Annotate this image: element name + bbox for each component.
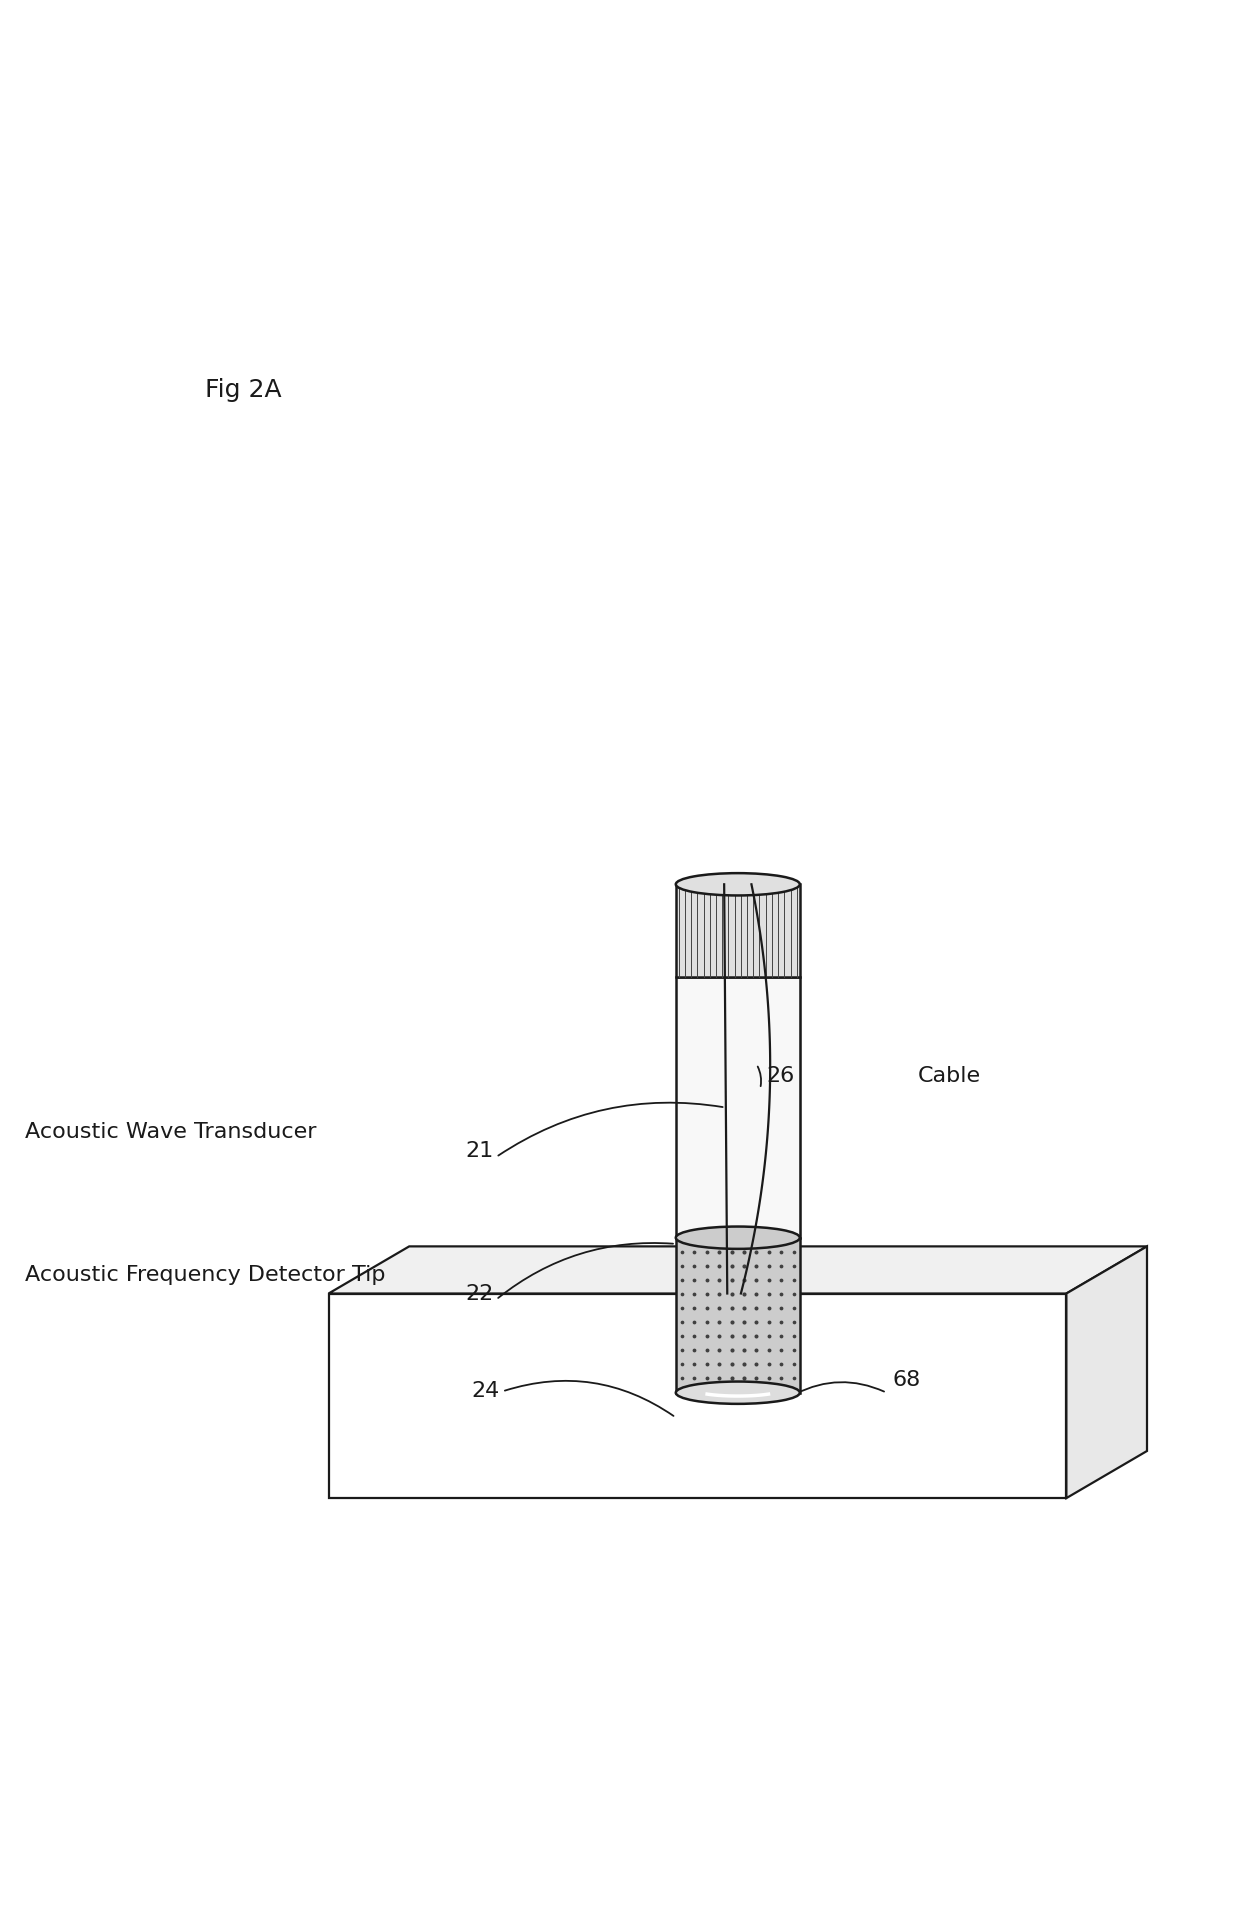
Bar — [676, 884, 800, 977]
Polygon shape — [1066, 1246, 1147, 1497]
Text: Fig 2A: Fig 2A — [205, 379, 281, 402]
Text: 24: 24 — [471, 1381, 500, 1402]
Ellipse shape — [676, 1227, 800, 1250]
Text: Cable: Cable — [918, 1067, 981, 1086]
Bar — [676, 1238, 800, 1393]
Text: 22: 22 — [465, 1284, 494, 1303]
Text: 26: 26 — [766, 1067, 795, 1086]
Text: 21: 21 — [465, 1141, 494, 1160]
Ellipse shape — [676, 1381, 800, 1404]
Text: Acoustic Frequency Detector Tip: Acoustic Frequency Detector Tip — [25, 1265, 386, 1284]
Text: Acoustic Wave Transducer: Acoustic Wave Transducer — [25, 1122, 316, 1143]
Polygon shape — [329, 1246, 1147, 1293]
Ellipse shape — [676, 872, 800, 895]
Bar — [329, 1293, 1066, 1497]
Text: 68: 68 — [893, 1370, 921, 1391]
Bar — [676, 977, 800, 1238]
